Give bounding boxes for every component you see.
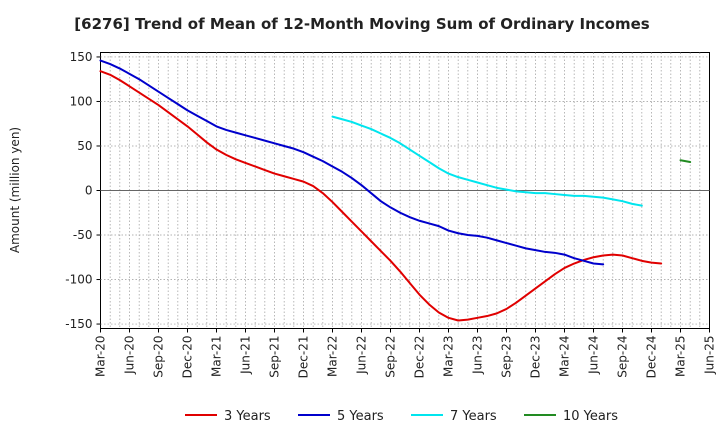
series-line-3-years (99, 70, 663, 322)
chart-title: [6276] Trend of Mean of 12-Month Moving … (74, 15, 649, 33)
x-tick-label: Jun-24 (587, 336, 601, 375)
series-line-10-years (679, 159, 692, 164)
x-tick-label: Sep-24 (616, 336, 630, 378)
y-tick-label: -50 (73, 228, 93, 242)
x-tick-label: Mar-24 (558, 336, 572, 377)
y-axis-label: Amount (million yen) (8, 127, 22, 253)
legend-label: 10 Years (563, 409, 618, 424)
x-tick-label: Jun-22 (355, 336, 369, 375)
x-tick-label: Mar-23 (442, 336, 456, 377)
x-tick-label: Dec-21 (297, 336, 311, 379)
y-tick-label: -100 (65, 273, 92, 287)
y-tick-label: 100 (70, 94, 93, 108)
x-tick-label: Dec-22 (413, 336, 427, 379)
y-axis: 150 100 50 0 -50 -100 -150 (65, 50, 101, 331)
x-tick-label: Sep-21 (268, 336, 282, 378)
legend-label: 3 Years (224, 409, 271, 424)
legend-label: 5 Years (337, 409, 384, 424)
x-tick-label: Sep-23 (500, 336, 514, 378)
x-tick-label: Jun-21 (239, 336, 253, 375)
y-tick-label: -150 (65, 317, 92, 331)
legend: 3 Years 5 Years 7 Years 10 Years (185, 409, 618, 424)
y-tick-label: 150 (70, 50, 93, 64)
y-tick-label: 50 (77, 139, 92, 153)
x-tick-label: Jun-20 (123, 336, 137, 375)
x-tick-label: Mar-20 (94, 336, 108, 377)
x-tick-label: Dec-20 (181, 336, 195, 379)
x-tick-label: Mar-25 (674, 336, 688, 377)
x-axis: Mar-20 Jun-20 Sep-20 Dec-20 Mar-21 Jun-21 Sep-… (94, 328, 717, 379)
x-tick-label: Mar-22 (326, 336, 340, 377)
x-tick-label: Dec-23 (529, 336, 543, 379)
x-tick-label: Jun-25 (703, 336, 717, 375)
x-tick-label: Mar-21 (210, 336, 224, 377)
x-tick-label: Sep-20 (152, 336, 166, 378)
x-tick-label: Dec-24 (645, 336, 659, 379)
series-line-5-years (99, 59, 605, 266)
series-line-7-years (331, 115, 643, 207)
series-group (99, 59, 692, 322)
x-tick-label: Sep-22 (384, 336, 398, 378)
x-tick-label: Jun-23 (471, 336, 485, 375)
y-tick-label: 0 (85, 184, 93, 198)
legend-label: 7 Years (450, 409, 497, 424)
